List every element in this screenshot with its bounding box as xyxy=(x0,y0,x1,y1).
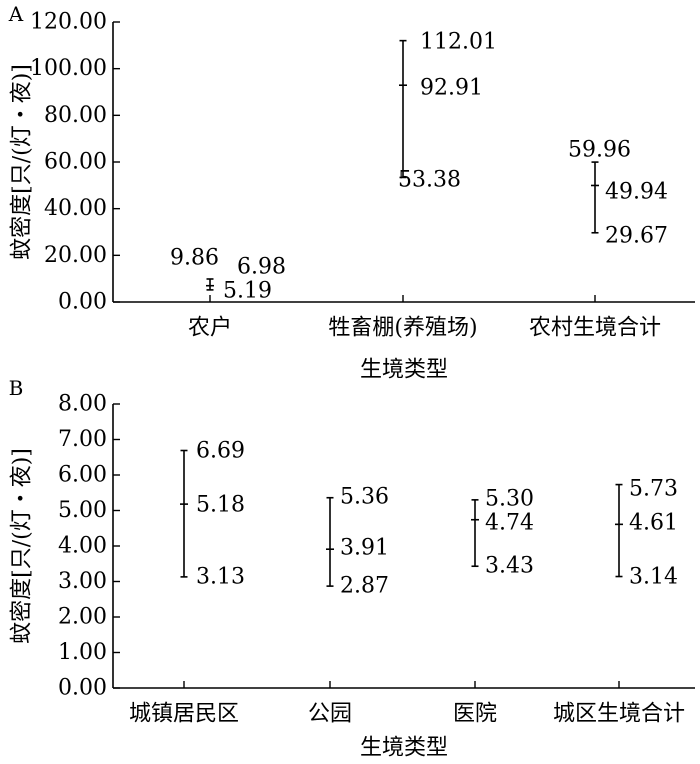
panel-a-min-label: 29.67 xyxy=(605,224,668,249)
panel-b-y-tick-label: 8.00 xyxy=(58,392,107,417)
panel-b-max-label: 5.36 xyxy=(340,485,389,510)
panel-b-x-axis-title: 生境类型 xyxy=(360,736,448,761)
panel-b-mean-label: 5.18 xyxy=(196,493,245,518)
panel-b-mean-label: 4.61 xyxy=(629,511,678,536)
panel-b-max-label: 5.73 xyxy=(629,477,678,502)
panel-b-y-axis-title: 蚊密度[只/(灯・夜)] xyxy=(10,448,35,644)
panel-b-y-tick-label: 3.00 xyxy=(58,569,107,594)
panel-a-y-tick-label: 0.00 xyxy=(58,290,107,315)
panel-b-max-label: 5.30 xyxy=(485,487,534,512)
panel-a-x-axis-title: 生境类型 xyxy=(360,358,448,383)
panel-b-x-tick-label: 公园 xyxy=(308,702,352,727)
panel-a-y-tick-label: 20.00 xyxy=(44,243,107,268)
panel-a-y-tick-label: 120.00 xyxy=(30,10,107,35)
panel-a-mean-label: 92.91 xyxy=(420,76,483,101)
panel-b-x-tick-label: 城区生境合计 xyxy=(553,702,685,727)
panel-a-y-tick-label: 60.00 xyxy=(44,150,107,175)
panel-a-y-tick-label: 100.00 xyxy=(30,56,107,81)
panel-b-y-tick-label: 1.00 xyxy=(58,640,107,665)
panel-b-min-label: 3.43 xyxy=(485,554,534,579)
panel-b-x-tick-label: 城镇居民区 xyxy=(129,702,239,727)
panel-b-mean-label: 4.74 xyxy=(485,511,534,536)
panel-a-x-tick-label: 农村生境合计 xyxy=(529,316,661,341)
panel-b-min-label: 2.87 xyxy=(340,574,389,599)
panel-b-min-label: 3.14 xyxy=(629,565,678,590)
panel-a-max-label: 59.96 xyxy=(568,138,631,163)
panel-b-mean-label: 3.91 xyxy=(340,536,389,561)
panel-a-min-label: 5.19 xyxy=(223,279,272,304)
panel-b-min-label: 3.13 xyxy=(196,565,245,590)
panel-a-max-label: 112.01 xyxy=(420,30,497,55)
panel-a-y-axis-title: 蚊密度[只/(灯・夜)] xyxy=(10,64,35,260)
panel-a-mean-label: 49.94 xyxy=(605,180,668,205)
panel-b-y-tick-label: 6.00 xyxy=(58,463,107,488)
panel-b-y-tick-label: 2.00 xyxy=(58,605,107,630)
panel-a-min-label: 53.38 xyxy=(398,168,461,193)
panel-b-x-tick-label: 医院 xyxy=(453,702,497,727)
panel-a-mean-label: 6.98 xyxy=(237,255,286,280)
panel-a-x-tick-label: 农户 xyxy=(188,316,232,341)
panel-a-y-tick-label: 80.00 xyxy=(44,103,107,128)
panel-b-y-tick-label: 0.00 xyxy=(58,676,107,701)
panel-a-y-tick-label: 40.00 xyxy=(44,196,107,221)
panel-b-y-tick-label: 4.00 xyxy=(58,534,107,559)
panel-b-letter: B xyxy=(9,376,24,400)
panel-a-max-label: 9.86 xyxy=(170,246,219,271)
panel-b-y-tick-label: 5.00 xyxy=(58,498,107,523)
panel-b-y-tick-label: 7.00 xyxy=(58,427,107,452)
panel-b-max-label: 6.69 xyxy=(196,439,245,464)
panel-a-letter: A xyxy=(8,2,24,26)
panel-a-x-tick-label: 牲畜棚(养殖场) xyxy=(328,316,477,341)
